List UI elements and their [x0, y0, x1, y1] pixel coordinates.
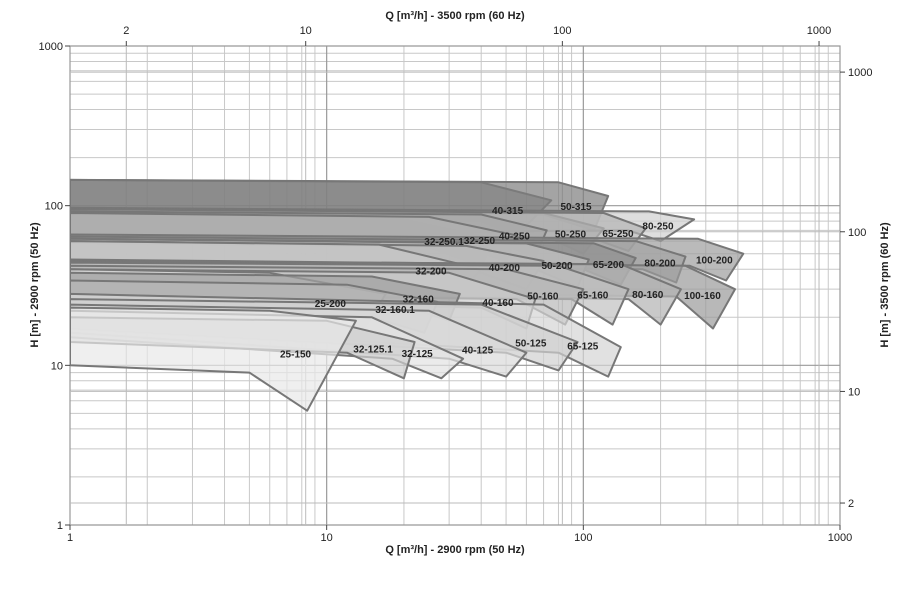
region-label: 40-315: [492, 206, 524, 217]
region-label: 32-125.1: [353, 344, 393, 355]
region-label: 50-125: [515, 338, 547, 349]
region-label: 32-200: [415, 267, 447, 278]
region-label: 32-250: [464, 236, 496, 247]
y2-axis-title: H [m] - 3500 rpm (60 Hz): [879, 222, 891, 348]
x-tick-label: 1000: [828, 532, 852, 544]
region-label: 32-250.1: [424, 237, 464, 248]
region-label: 32-160.1: [375, 305, 415, 316]
region-label: 50-160: [527, 292, 559, 303]
y2-tick-label: 100: [848, 227, 866, 239]
region-label: 40-250: [499, 232, 531, 243]
x-axis-title: Q [m³/h] - 2900 rpm (50 Hz): [385, 544, 525, 556]
y-axis-title: H [m] - 2900 rpm (50 Hz): [29, 222, 41, 348]
y-tick-label: 1000: [39, 41, 63, 53]
x2-tick-label: 10: [300, 25, 312, 37]
x-tick-label: 100: [574, 532, 592, 544]
region-label: 65-125: [567, 341, 599, 352]
region-label: 40-200: [489, 263, 521, 274]
region-label: 25-150: [280, 350, 312, 361]
region-label: 65-250: [602, 229, 634, 240]
x2-tick-label: 2: [123, 25, 129, 37]
region-label: 65-160: [577, 291, 609, 302]
y2-tick-label: 2: [848, 498, 854, 510]
y2-tick-label: 1000: [848, 67, 872, 79]
x2-tick-label: 1000: [807, 25, 831, 37]
x-tick-label: 10: [321, 532, 333, 544]
region-labels: 40-315 50-315 80-250 32-250.1 50-250 65-250 40…: [280, 202, 733, 361]
region-label: 40-125: [462, 346, 494, 357]
region-label: 50-315: [560, 202, 592, 213]
y2-tick-label: 10: [848, 386, 860, 398]
axes: 1 10 100 1000 1 10 100 1000 2 10 100 1000 2 10 100 1000: [39, 25, 873, 544]
y-tick-label: 100: [45, 201, 63, 213]
pump-region: [70, 306, 357, 412]
region-label: 50-200: [541, 261, 573, 272]
region-label: 25-200: [315, 299, 347, 310]
region-label: 80-250: [642, 222, 674, 233]
y-tick-label: 1: [57, 520, 63, 532]
y-tick-label: 10: [51, 360, 63, 372]
region-label: 80-160: [632, 290, 664, 301]
region-label: 40-160: [482, 298, 514, 309]
region-label: 80-200: [644, 258, 676, 269]
x2-tick-label: 100: [553, 25, 571, 37]
regions: [70, 178, 745, 412]
region-label: 32-125: [402, 349, 434, 360]
x-tick-label: 1: [67, 532, 73, 544]
region-label: 100-160: [684, 291, 721, 302]
x2-axis-title: Q [m³/h] - 3500 rpm (60 Hz): [385, 10, 525, 22]
region-label: 50-250: [555, 229, 587, 240]
region-label: 65-200: [593, 260, 625, 271]
region-label: 100-200: [696, 256, 733, 267]
region-label: 32-160: [403, 294, 435, 305]
